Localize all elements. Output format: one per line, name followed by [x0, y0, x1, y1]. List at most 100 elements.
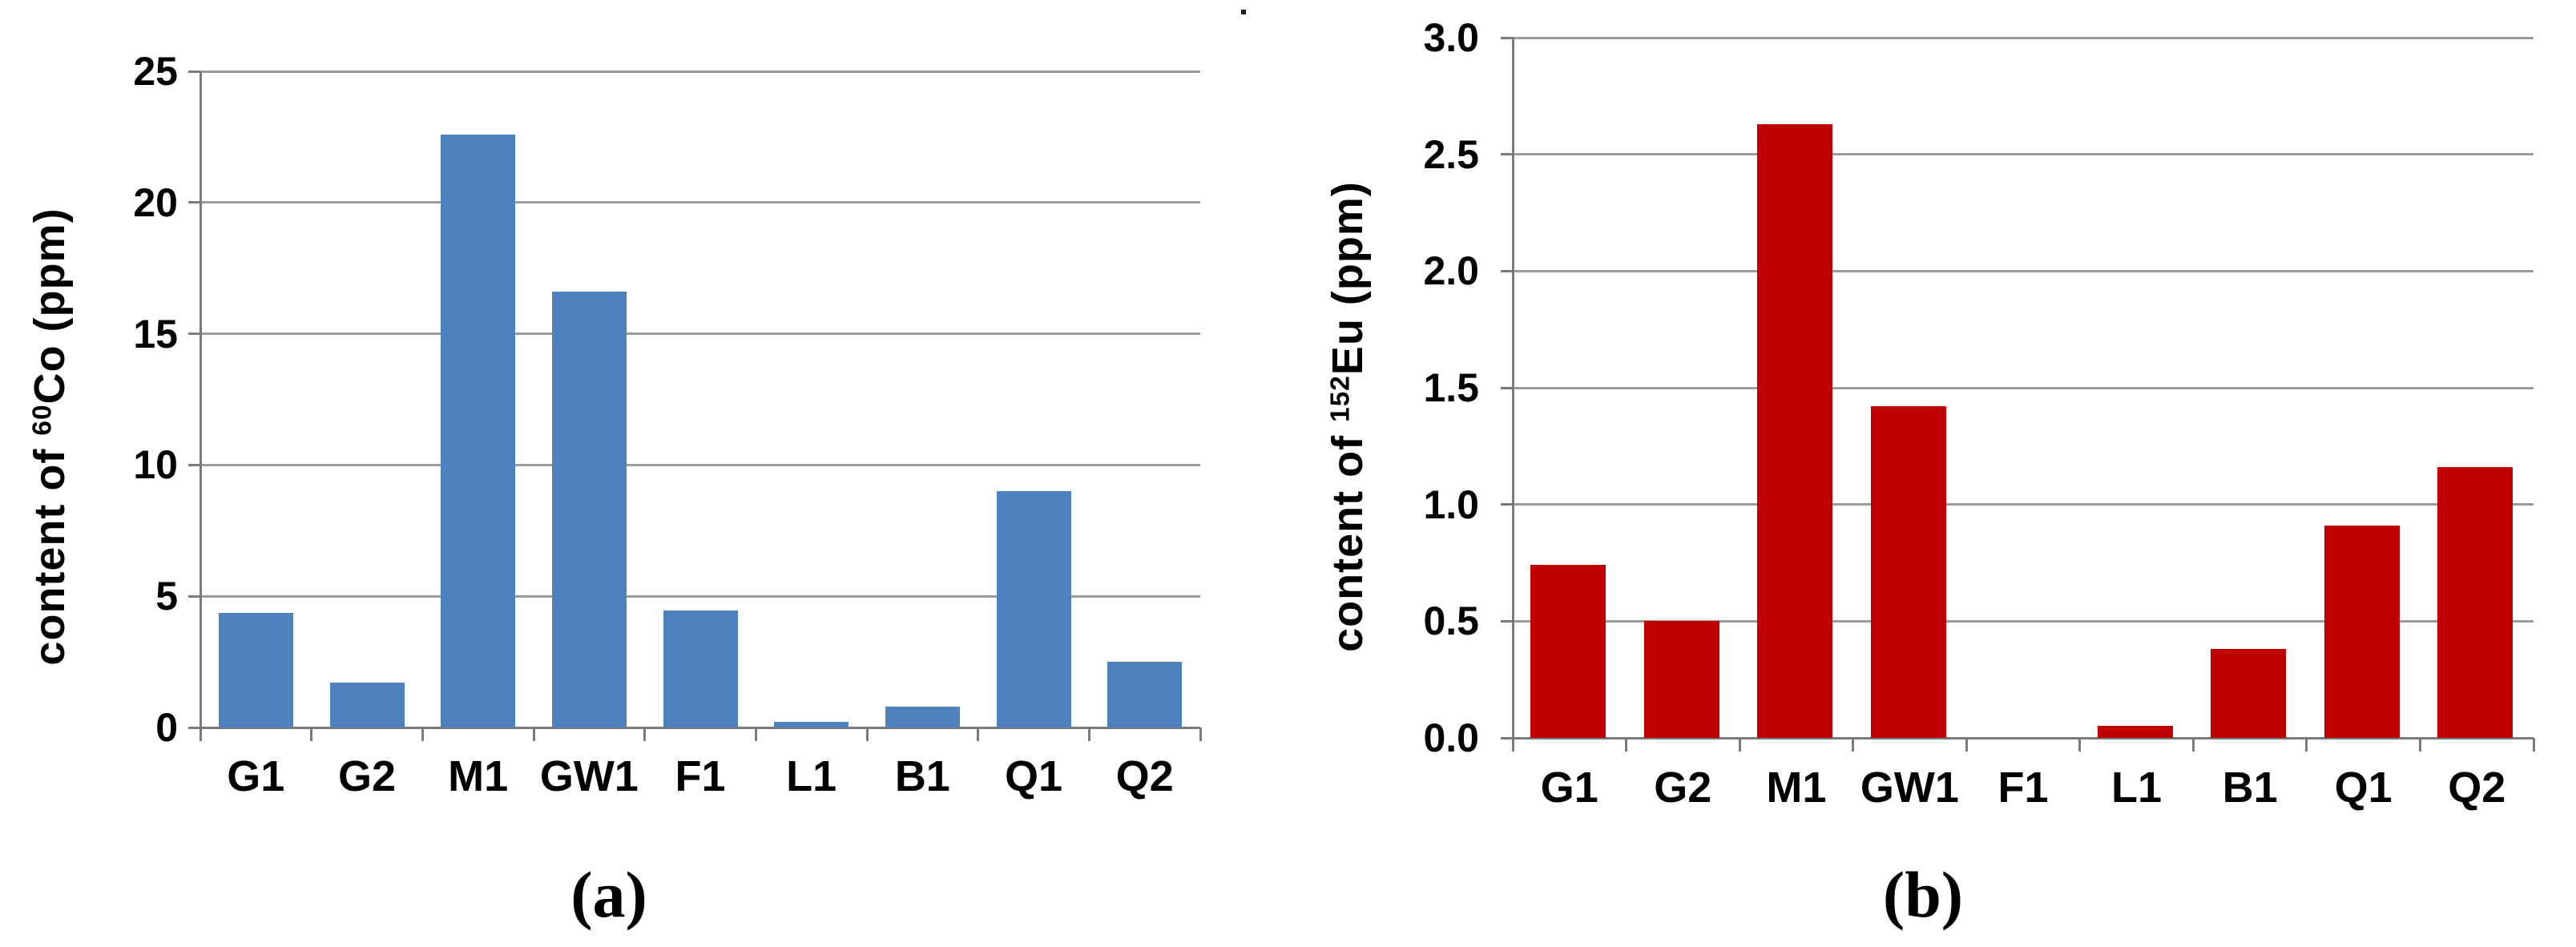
bar-b-L1 — [2097, 726, 2173, 738]
x-tick-label-a-B1: B1 — [894, 752, 950, 800]
y-axis-tick-a-10 — [188, 463, 200, 466]
y-tick-label-b-1.0: 1.0 — [1423, 482, 1479, 527]
y-tick-label-b-3.0: 3.0 — [1423, 15, 1479, 60]
bar-a-GW1 — [552, 292, 627, 727]
y-tick-label-b-0.0: 0.0 — [1423, 715, 1479, 760]
y-tick-label-a-5: 5 — [155, 574, 178, 619]
gridline-a-5 — [200, 594, 1200, 598]
x-tick-label-b-L1: L1 — [2111, 764, 2163, 812]
y-axis-tick-b-1.0 — [1501, 503, 1513, 506]
gridline-a-25 — [200, 70, 1200, 73]
bar-b-Q1 — [2324, 525, 2400, 738]
x-axis-line-a — [188, 726, 1200, 729]
bar-a-G1 — [219, 613, 293, 727]
x-axis-line-b — [1501, 736, 2534, 739]
x-axis-tick-b-8 — [2418, 738, 2421, 752]
y-axis-tick-b-2.5 — [1501, 153, 1513, 156]
y-axis-tick-b-0.5 — [1501, 619, 1513, 623]
gridline-a-10 — [200, 463, 1200, 466]
bar-b-M1 — [1757, 123, 1833, 738]
x-axis-tick-b-3 — [1852, 738, 1855, 752]
x-tick-label-b-F1: F1 — [1998, 764, 2049, 812]
gridline-a-20 — [200, 201, 1200, 204]
gridline-b-1.5 — [1513, 386, 2534, 389]
y-tick-label-a-0: 0 — [155, 705, 178, 750]
gridline-b-0.5 — [1513, 619, 2534, 623]
x-tick-label-b-Q1: Q1 — [2334, 764, 2393, 812]
x-axis-tick-a-4 — [643, 727, 647, 741]
x-axis-tick-a-6 — [865, 727, 869, 741]
y-axis-tick-b-1.5 — [1501, 386, 1513, 389]
x-tick-label-a-F1: F1 — [675, 752, 726, 800]
bar-a-F1 — [663, 611, 738, 727]
x-tick-label-a-GW1: GW1 — [539, 752, 639, 800]
stray-dot-artifact — [1241, 10, 1246, 14]
x-axis-tick-b-6 — [2191, 738, 2195, 752]
bar-b-G1 — [1530, 565, 1606, 738]
y-axis-title-a-rest: Co (ppm) — [26, 208, 74, 405]
x-tick-label-a-G1: G1 — [227, 752, 285, 800]
x-axis-tick-b-9 — [2532, 738, 2535, 752]
bar-a-M1 — [441, 134, 516, 727]
gridline-b-2.0 — [1513, 269, 2534, 272]
y-axis-tick-b-3.0 — [1501, 36, 1513, 39]
x-axis-tick-b-0 — [1511, 738, 1514, 752]
y-tick-label-a-25: 25 — [133, 49, 178, 94]
y-axis-tick-a-15 — [188, 332, 200, 336]
bar-a-G2 — [329, 683, 405, 727]
y-tick-label-a-15: 15 — [133, 311, 178, 357]
bar-a-Q1 — [996, 491, 1071, 727]
x-tick-label-b-GW1: GW1 — [1860, 764, 1959, 812]
bar-b-Q2 — [2437, 467, 2514, 738]
y-tick-label-b-0.5: 0.5 — [1423, 598, 1479, 644]
y-axis-tick-a-5 — [188, 594, 200, 598]
bar-a-Q2 — [1107, 662, 1183, 727]
y-tick-label-a-20: 20 — [133, 179, 178, 225]
gridline-b-2.5 — [1513, 153, 2534, 156]
x-axis-tick-b-5 — [2078, 738, 2082, 752]
x-tick-label-b-Q2: Q2 — [2448, 764, 2506, 812]
x-tick-label-a-M1: M1 — [448, 752, 509, 800]
gridline-b-1.0 — [1513, 503, 2534, 506]
x-axis-tick-a-0 — [199, 727, 202, 741]
x-axis-tick-b-2 — [1738, 738, 1741, 752]
x-tick-label-b-M1: M1 — [1766, 764, 1827, 812]
x-axis-tick-b-1 — [1625, 738, 1628, 752]
bar-b-G2 — [1643, 621, 1719, 738]
isotope-superscript-a: 60 — [27, 404, 58, 436]
y-axis-line-a — [199, 71, 202, 727]
x-axis-tick-a-3 — [532, 727, 535, 741]
x-tick-label-a-Q2: Q2 — [1115, 752, 1174, 800]
panel-caption-a: (a) — [570, 858, 647, 931]
x-tick-label-a-L1: L1 — [786, 752, 837, 800]
bar-a-L1 — [774, 722, 849, 727]
x-tick-label-a-G2: G2 — [337, 752, 397, 800]
x-axis-tick-b-4 — [1965, 738, 1968, 752]
gridline-a-15 — [200, 332, 1200, 336]
bar-b-GW1 — [1870, 406, 1946, 738]
x-axis-tick-b-7 — [2305, 738, 2308, 752]
x-axis-tick-a-1 — [310, 727, 313, 741]
y-axis-line-b — [1511, 38, 1514, 738]
x-tick-label-b-B1: B1 — [2222, 764, 2278, 812]
y-axis-tick-b-2.0 — [1501, 269, 1513, 272]
x-tick-label-b-G1: G1 — [1540, 764, 1598, 812]
x-axis-tick-a-2 — [421, 727, 424, 741]
y-tick-label-b-2.0: 2.0 — [1423, 248, 1479, 294]
bar-a-B1 — [885, 706, 960, 727]
y-tick-label-b-2.5: 2.5 — [1423, 131, 1479, 177]
x-tick-label-b-G2: G2 — [1654, 764, 1712, 812]
y-axis-tick-a-20 — [188, 201, 200, 204]
x-tick-label-a-Q1: Q1 — [1004, 752, 1063, 800]
x-axis-tick-a-8 — [1087, 727, 1090, 741]
y-tick-label-b-1.5: 1.5 — [1423, 365, 1479, 410]
bar-b-B1 — [2211, 649, 2287, 738]
x-axis-tick-a-5 — [754, 727, 757, 741]
x-axis-tick-a-9 — [1199, 727, 1202, 741]
panel-caption-b: (b) — [1882, 858, 1964, 931]
y-tick-label-a-10: 10 — [133, 442, 178, 488]
gridline-b-3.0 — [1513, 36, 2534, 39]
y-axis-tick-a-25 — [188, 70, 200, 73]
x-axis-tick-a-7 — [977, 727, 980, 741]
